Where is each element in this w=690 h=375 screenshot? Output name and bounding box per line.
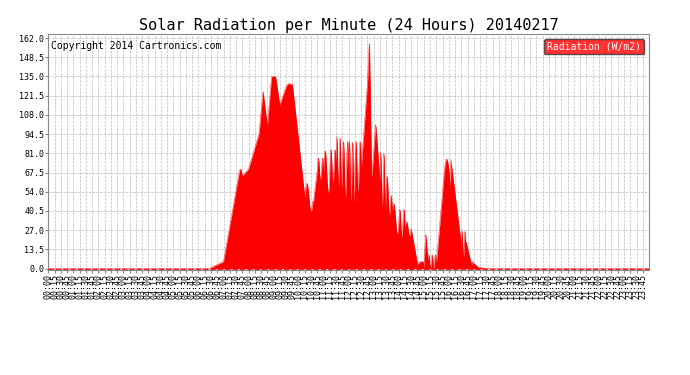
Text: Copyright 2014 Cartronics.com: Copyright 2014 Cartronics.com: [51, 41, 221, 51]
Legend: Radiation (W/m2): Radiation (W/m2): [544, 39, 644, 54]
Title: Solar Radiation per Minute (24 Hours) 20140217: Solar Radiation per Minute (24 Hours) 20…: [139, 18, 558, 33]
